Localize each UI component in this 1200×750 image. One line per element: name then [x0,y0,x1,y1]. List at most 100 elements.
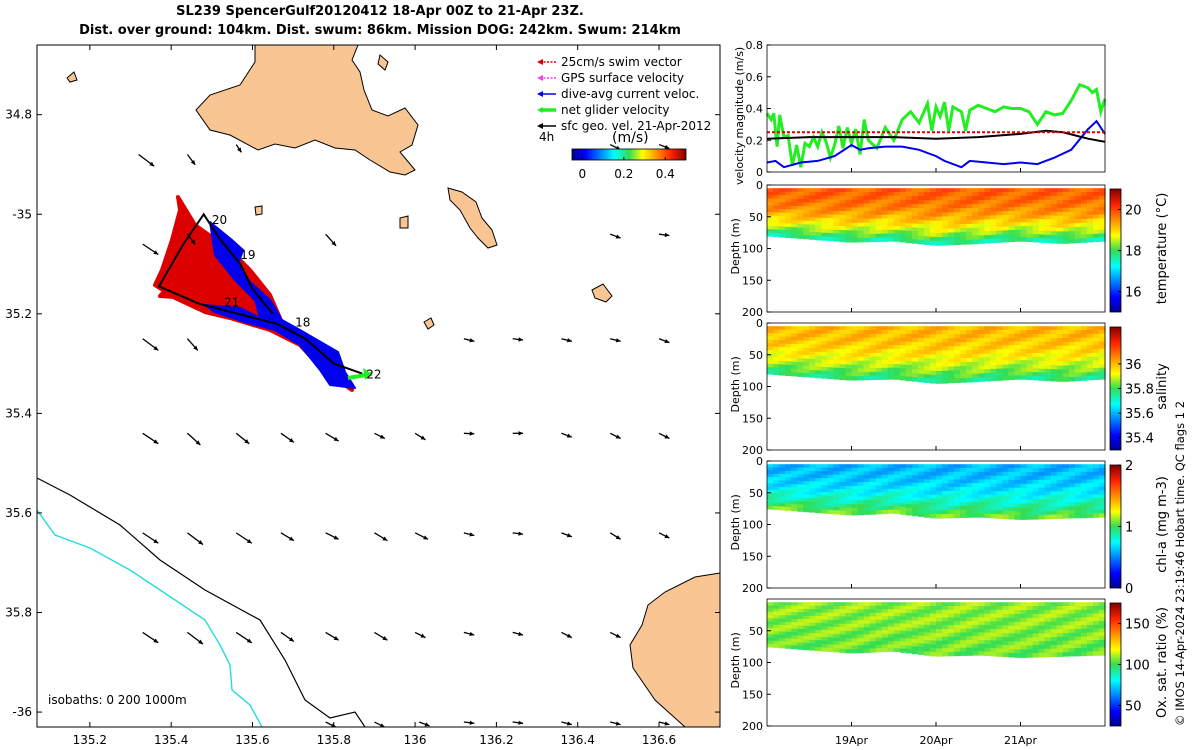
section-cell [942,370,949,376]
section-cell [936,633,943,638]
section-cell [899,612,907,618]
section-cell [815,228,822,233]
section-cell [1020,629,1028,635]
section-cell [863,630,871,635]
section-cell [833,360,840,365]
section-cell [863,638,871,643]
section-cell [954,647,961,653]
section-cell [948,208,955,213]
section-cell [1044,357,1052,362]
section-cell [1056,211,1064,217]
section-cell [899,345,907,350]
section-cell [960,342,967,347]
section-cell [839,485,846,490]
section-cell [803,612,810,617]
section-cell [930,370,937,376]
section-cell [966,369,973,375]
section-cell [833,496,840,501]
section-cell [1068,239,1076,244]
section-cell [785,347,792,352]
section-cell [851,360,859,366]
section-cell [942,498,949,504]
section-cell [875,195,883,201]
section-cell [785,357,792,362]
section-cell [809,626,816,631]
section-cell [1020,602,1028,607]
section-cell [1038,219,1046,224]
section-cell [1092,479,1100,484]
section-cell [785,329,792,334]
section-cell [815,329,822,335]
section-cell [1050,502,1058,508]
section-cell [990,494,997,500]
section-cell [1086,613,1094,618]
section-cell [1086,360,1094,365]
section-cell [869,510,877,515]
section-cell [857,360,865,366]
section-cell [851,496,859,501]
section-cell [767,346,774,351]
section-cell [1002,491,1009,496]
section-cell [851,203,859,208]
section-cell [923,483,931,488]
section-cell [1044,215,1052,220]
section-cell [887,488,895,493]
section-cell [966,196,973,201]
geo-vector-head [664,232,670,238]
section-cell [857,199,865,205]
section-cell [863,620,871,625]
section-cell [936,366,943,372]
section-cell [845,475,853,480]
section-cell [984,373,991,378]
section-cell [1008,214,1015,220]
section-cell [984,509,991,515]
section-cell [917,188,925,193]
section-cell [936,188,943,193]
section-cell [863,467,871,472]
section-cell [917,196,925,201]
section-cell [905,638,913,643]
legend-swatch-head [537,59,543,65]
section-cell [779,634,786,639]
section-cell [972,609,979,615]
section-cell [1008,230,1015,235]
section-cell [791,474,798,478]
section-cell [797,639,804,644]
section-cell [1099,464,1106,469]
section-cell [1050,464,1058,469]
section-cell [1002,468,1009,473]
section-cell [833,329,840,335]
section-cell [1020,367,1028,373]
section-cell [875,481,883,486]
section-cell [893,192,901,197]
section-cell [869,648,877,653]
section-cell [893,326,901,331]
section-cell [845,613,853,618]
section-cell [797,372,804,377]
section-cell [948,502,955,507]
section-cell [954,621,961,626]
section-cell [893,637,901,642]
section-cell [1038,637,1046,642]
section-cell [779,503,786,508]
section-cell [773,357,780,362]
section-cell [827,623,834,628]
section-cell [815,195,822,200]
section-cell [972,239,979,245]
section-cell [827,374,834,380]
section-cell [1074,195,1082,201]
section-cell [984,365,991,370]
section-cell [881,619,889,624]
section-cell [990,211,997,216]
section-cell [887,630,895,635]
section-cell [1008,192,1015,197]
section-cell [1050,231,1058,236]
section-cell [1020,503,1028,509]
section-cell [984,479,991,484]
section-cell [1099,647,1106,652]
section-cell [1014,487,1022,493]
section-cell [954,192,961,197]
section-cell [791,329,798,334]
section-cell [1080,602,1088,607]
section-cell [773,490,780,494]
